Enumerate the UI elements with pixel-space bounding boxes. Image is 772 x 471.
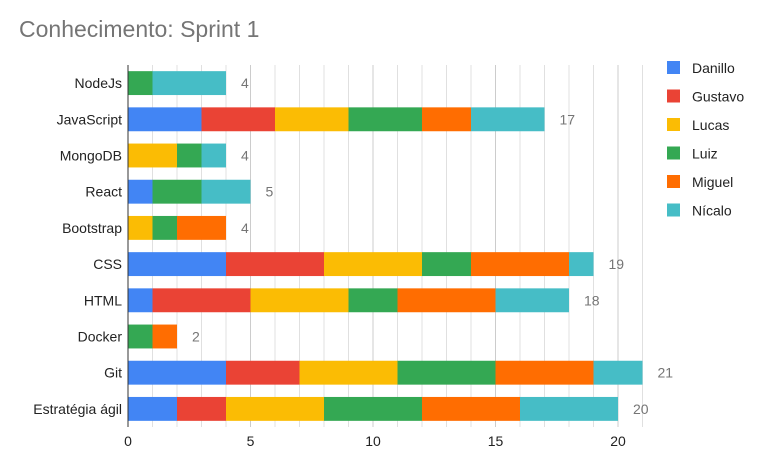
legend-swatch bbox=[667, 203, 680, 217]
bar-mongodb-nicalo bbox=[201, 143, 226, 168]
total-label-bootstrap: 4 bbox=[241, 220, 249, 236]
bar-css-luiz bbox=[422, 252, 471, 277]
bar-react-danillo bbox=[128, 179, 153, 204]
legend-swatch bbox=[667, 146, 680, 160]
legend[interactable]: Danillo Gustavo Lucas Luiz Miguel Nícalo bbox=[667, 60, 744, 219]
bar-css-gustavo bbox=[226, 252, 324, 277]
legend-item-lucas[interactable]: Lucas bbox=[667, 117, 729, 133]
total-label-nodejs: 4 bbox=[241, 75, 249, 91]
bar-html-nicalo bbox=[495, 288, 569, 313]
bar-estrategia-agil-luiz bbox=[324, 396, 422, 421]
category-label-react: React bbox=[85, 184, 122, 200]
category-label-html: HTML bbox=[84, 292, 122, 308]
bar-javascript-nicalo bbox=[471, 107, 545, 132]
category-label-estrategia-agil: Estratégia ágil bbox=[33, 401, 122, 417]
total-label-css: 19 bbox=[609, 256, 625, 272]
bar-html-miguel bbox=[397, 288, 496, 313]
legend-label: Lucas bbox=[692, 117, 729, 133]
total-label-javascript: 17 bbox=[560, 111, 576, 127]
legend-label: Danillo bbox=[692, 60, 735, 76]
bar-css-nicalo bbox=[569, 252, 594, 277]
bar-css-lucas bbox=[324, 252, 422, 277]
total-label-react: 5 bbox=[266, 184, 274, 200]
bar-javascript-gustavo bbox=[201, 107, 275, 132]
legend-item-luiz[interactable]: Luiz bbox=[667, 146, 718, 162]
bar-html-gustavo bbox=[152, 288, 251, 313]
bar-git-danillo bbox=[128, 360, 226, 385]
bar-nodejs-luiz bbox=[128, 71, 153, 96]
category-label-mongodb: MongoDB bbox=[60, 148, 122, 164]
bar-git-gustavo bbox=[226, 360, 300, 385]
legend-label: Gustavo bbox=[692, 89, 744, 105]
total-label-html: 18 bbox=[584, 292, 600, 308]
bar-css-danillo bbox=[128, 252, 226, 277]
x-tick-label: 10 bbox=[365, 433, 381, 449]
legend-item-miguel[interactable]: Miguel bbox=[667, 174, 733, 190]
bar-estrategia-agil-gustavo bbox=[177, 396, 226, 421]
bar-estrategia-agil-danillo bbox=[128, 396, 177, 421]
bar-estrategia-agil-lucas bbox=[226, 396, 324, 421]
axes: 0 5 10 15 20 bbox=[124, 65, 626, 449]
bar-git-miguel bbox=[495, 360, 594, 385]
bar-javascript-lucas bbox=[275, 107, 349, 132]
x-tick-label: 20 bbox=[610, 433, 626, 449]
x-tick-label: 5 bbox=[247, 433, 255, 449]
legend-swatch bbox=[667, 175, 680, 188]
category-label-bootstrap: Bootstrap bbox=[62, 220, 122, 236]
total-label-estrategia-agil: 20 bbox=[633, 401, 649, 417]
total-label-mongodb: 4 bbox=[241, 148, 249, 164]
x-tick-label: 15 bbox=[488, 433, 504, 449]
labels: NodeJs 4 JavaScript 17 MongoDB 4 React 5 Bootstr… bbox=[33, 75, 673, 417]
bar-bootstrap-lucas bbox=[128, 215, 153, 240]
category-label-nodejs: NodeJs bbox=[75, 75, 122, 91]
bar-javascript-miguel bbox=[422, 107, 471, 132]
bars bbox=[128, 71, 643, 421]
legend-item-danillo[interactable]: Danillo bbox=[667, 60, 735, 76]
bar-docker-miguel bbox=[152, 324, 177, 349]
legend-label: Miguel bbox=[692, 174, 733, 190]
bar-git-nicalo bbox=[593, 360, 643, 385]
bar-docker-luiz bbox=[128, 324, 153, 349]
bar-mongodb-lucas bbox=[128, 143, 177, 168]
category-label-css: CSS bbox=[93, 256, 122, 272]
total-label-docker: 2 bbox=[192, 329, 200, 345]
legend-item-gustavo[interactable]: Gustavo bbox=[667, 89, 744, 105]
bar-html-luiz bbox=[348, 288, 398, 313]
bar-nodejs-nicalo bbox=[152, 71, 226, 96]
bar-javascript-danillo bbox=[128, 107, 202, 132]
bar-html-lucas bbox=[250, 288, 349, 313]
bar-html-danillo bbox=[128, 288, 153, 313]
legend-label: Luiz bbox=[692, 146, 718, 162]
category-label-git: Git bbox=[104, 365, 122, 381]
bar-react-nicalo bbox=[201, 179, 251, 204]
bar-git-luiz bbox=[397, 360, 496, 385]
bar-javascript-luiz bbox=[348, 107, 422, 132]
bar-estrategia-agil-nicalo bbox=[520, 396, 618, 421]
legend-label: Nícalo bbox=[692, 203, 732, 219]
bar-react-luiz bbox=[152, 179, 202, 204]
chart-title: Conhecimento: Sprint 1 bbox=[19, 16, 260, 42]
bar-mongodb-luiz bbox=[177, 143, 202, 168]
x-tick-label: 0 bbox=[124, 433, 132, 449]
bar-estrategia-agil-miguel bbox=[422, 396, 520, 421]
bar-bootstrap-luiz bbox=[152, 215, 177, 240]
category-label-docker: Docker bbox=[78, 329, 123, 345]
bar-bootstrap-miguel bbox=[177, 215, 226, 240]
legend-swatch bbox=[667, 118, 680, 131]
legend-swatch bbox=[667, 89, 680, 103]
category-label-javascript: JavaScript bbox=[57, 111, 122, 127]
bar-css-miguel bbox=[471, 252, 569, 277]
legend-swatch bbox=[667, 61, 680, 74]
total-label-git: 21 bbox=[658, 365, 674, 381]
legend-item-nicalo[interactable]: Nícalo bbox=[667, 203, 732, 219]
bar-git-lucas bbox=[299, 360, 398, 385]
